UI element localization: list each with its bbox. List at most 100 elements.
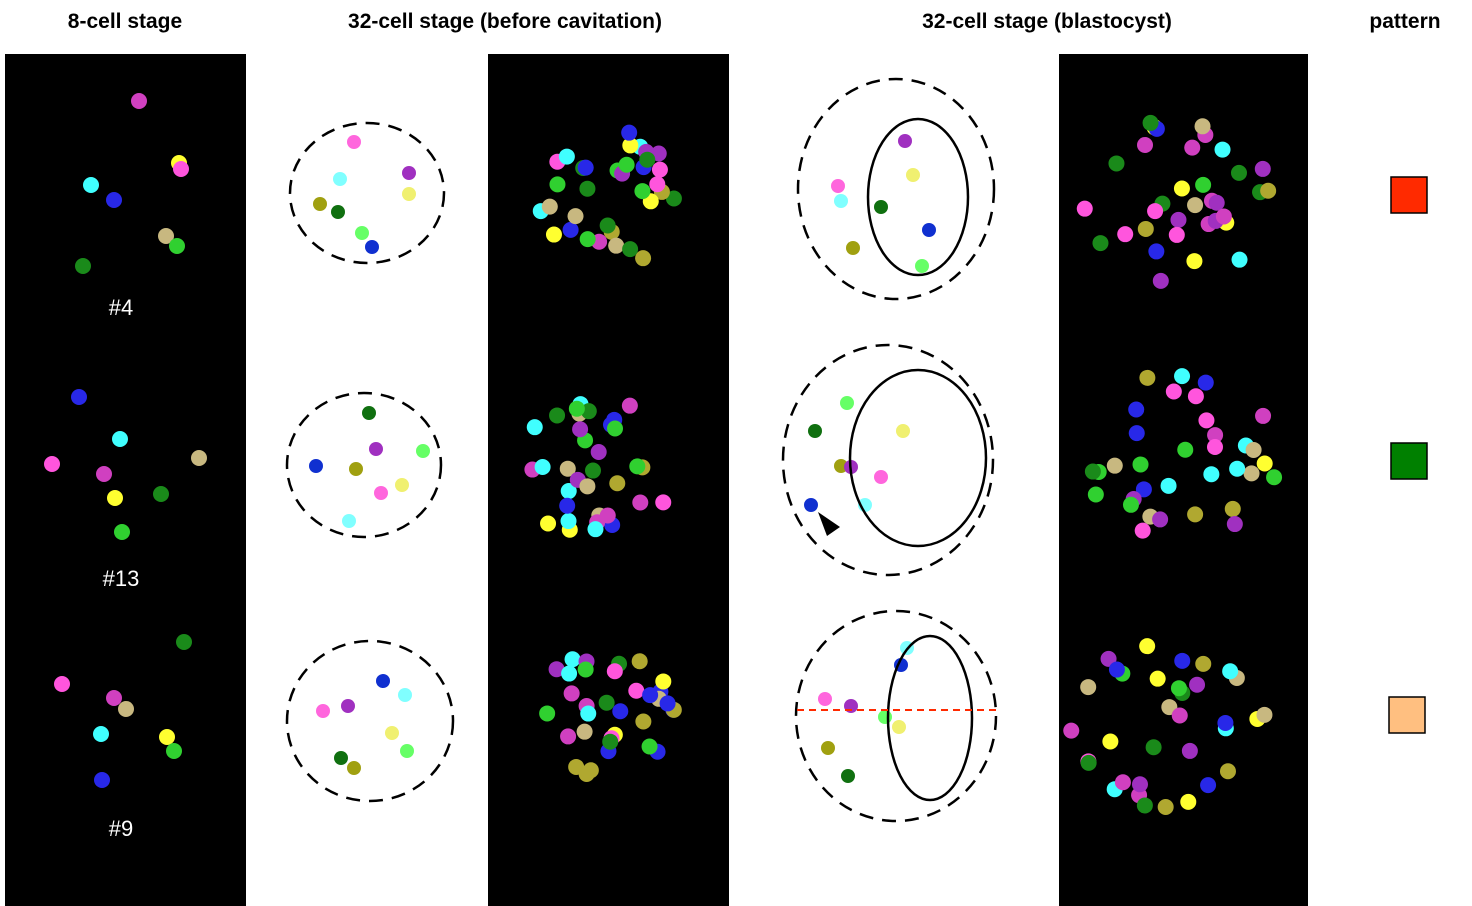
cell [402,166,416,180]
cell [355,226,369,240]
cell [579,181,595,197]
cell [1232,252,1248,268]
cell [107,490,123,506]
cell [634,183,650,199]
header: 8-cell stage [68,10,182,33]
cell [1123,497,1139,513]
cell [1132,776,1148,792]
embryo-label: #13 [103,566,140,591]
cell [1209,195,1225,211]
cell [635,250,651,266]
cell [652,162,668,178]
cell [1150,671,1166,687]
cell [313,197,327,211]
cell [580,706,596,722]
cell [1153,273,1169,289]
cell [331,205,345,219]
cell [1147,203,1163,219]
cell [349,462,363,476]
cell [400,744,414,758]
cell [1169,227,1185,243]
cell [622,398,638,414]
cell [191,450,207,466]
cell [874,470,888,484]
cell [1108,155,1124,171]
cell [831,179,845,193]
cell [1077,201,1093,217]
cell [578,662,594,678]
cell [1187,197,1203,213]
cell [535,459,551,475]
embryo-outline [290,123,444,263]
cell [342,514,356,528]
cell [1198,375,1214,391]
cell [374,486,388,500]
cell [846,241,860,255]
embryo-outline [796,611,996,821]
cell [639,152,655,168]
cell [527,419,543,435]
cell [94,772,110,788]
cell [1256,707,1272,723]
cell [572,421,588,437]
cell [655,673,671,689]
cell [1207,439,1223,455]
cell [583,762,599,778]
cell [347,761,361,775]
cell [587,521,603,537]
cell [632,653,648,669]
cell [112,431,128,447]
cell [1216,208,1232,224]
cell [549,407,565,423]
cell [549,176,565,192]
cell [1200,777,1216,793]
cell [1139,638,1155,654]
cell [166,743,182,759]
cell [906,168,920,182]
pattern-swatch [1389,697,1425,733]
cell [316,704,330,718]
cell [169,238,185,254]
cell [540,516,556,532]
cell [808,424,822,438]
cell [106,192,122,208]
cell [608,238,624,254]
embryo-label: #9 [109,816,133,841]
cell [896,424,910,438]
cell [821,741,835,755]
cell [1170,212,1186,228]
cell [1189,677,1205,693]
cell [1195,177,1211,193]
cell [642,687,658,703]
cell [1260,183,1276,199]
cell [559,498,575,514]
cell [599,695,615,711]
cell [1138,221,1154,237]
cell [874,200,888,214]
cell [1102,733,1118,749]
cell [1129,425,1145,441]
cell [341,699,355,713]
cell [402,187,416,201]
cell [1107,458,1123,474]
cavity-outline [850,370,986,546]
cell [591,444,607,460]
cell [83,177,99,193]
cell [579,478,595,494]
cell [398,688,412,702]
panel [488,54,729,906]
cell [362,406,376,420]
cell [75,258,91,274]
cell [1161,478,1177,494]
cell [607,663,623,679]
cell [395,478,409,492]
cell [922,223,936,237]
cell [585,463,601,479]
cell [1158,799,1174,815]
cell [1188,388,1204,404]
header: pattern [1369,10,1440,33]
cell [416,444,430,458]
cell [54,676,70,692]
cell [1220,763,1236,779]
cell [609,475,625,491]
